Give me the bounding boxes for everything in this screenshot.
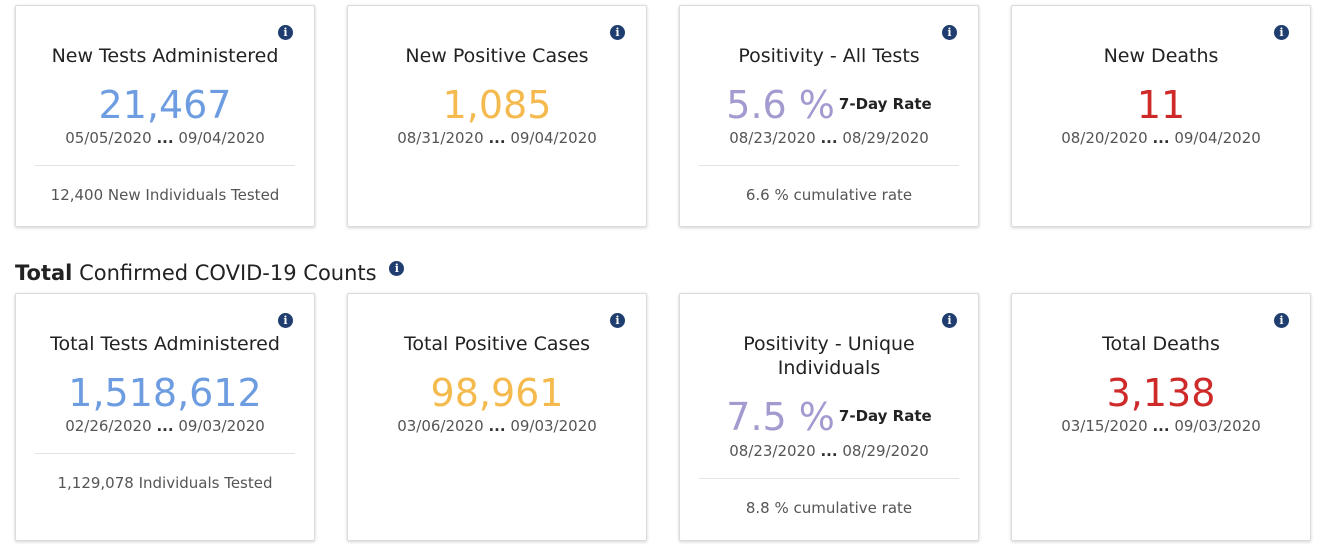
divider bbox=[35, 453, 295, 454]
range-separator: ... bbox=[156, 129, 174, 147]
section-heading-bold: Total bbox=[15, 261, 73, 285]
date-range: 05/05/2020 ... 09/04/2020 bbox=[16, 129, 314, 147]
range-start: 08/20/2020 bbox=[1061, 129, 1148, 147]
card-value: 5.6 % bbox=[726, 83, 835, 127]
range-start: 03/15/2020 bbox=[1061, 417, 1148, 435]
date-range: 08/23/2020 ... 08/29/2020 bbox=[680, 129, 978, 147]
card-footer: 12,400 New Individuals Tested bbox=[50, 186, 280, 204]
divider bbox=[35, 165, 295, 166]
card-value: 3,138 bbox=[1106, 371, 1216, 415]
info-icon[interactable]: i bbox=[610, 25, 625, 40]
info-icon[interactable]: i bbox=[1274, 313, 1289, 328]
date-range: 08/23/2020 ... 08/29/2020 bbox=[680, 442, 978, 460]
card-value: 1,085 bbox=[442, 83, 552, 127]
info-icon[interactable]: i bbox=[1274, 25, 1289, 40]
card-value: 1,518,612 bbox=[68, 371, 262, 415]
info-icon[interactable]: i bbox=[942, 313, 957, 328]
range-end: 09/03/2020 bbox=[510, 417, 597, 435]
card-title: Total Positive Cases bbox=[403, 333, 591, 355]
info-icon[interactable]: i bbox=[610, 313, 625, 328]
date-range: 08/31/2020 ... 09/04/2020 bbox=[348, 129, 646, 147]
card-footer: 8.8 % cumulative rate bbox=[745, 499, 913, 517]
new-tests-card: i New Tests Administered 21,467 05/05/20… bbox=[15, 5, 315, 227]
new-positivity-card: i Positivity - All Tests 5.6 % 7-Day Rate… bbox=[679, 5, 979, 227]
card-value: 7.5 % bbox=[726, 395, 835, 439]
date-range: 02/26/2020 ... 09/03/2020 bbox=[16, 417, 314, 435]
divider bbox=[699, 165, 959, 166]
total-tests-card: i Total Tests Administered 1,518,612 02/… bbox=[15, 293, 315, 541]
range-start: 08/23/2020 bbox=[729, 129, 816, 147]
info-icon[interactable]: i bbox=[278, 313, 293, 328]
card-title: Total Tests Administered bbox=[50, 333, 280, 355]
card-value: 98,961 bbox=[430, 371, 564, 415]
total-positivity-card: i Positivity - Unique Individuals 7.5 % 7… bbox=[679, 293, 979, 541]
range-start: 08/31/2020 bbox=[397, 129, 484, 147]
info-icon[interactable]: i bbox=[389, 261, 405, 276]
new-cases-card: i New Positive Cases 1,085 08/31/2020 ..… bbox=[347, 5, 647, 227]
range-start: 05/05/2020 bbox=[65, 129, 152, 147]
range-start: 03/06/2020 bbox=[397, 417, 484, 435]
range-end: 08/29/2020 bbox=[842, 129, 929, 147]
info-icon[interactable]: i bbox=[278, 25, 293, 40]
card-value: 21,467 bbox=[98, 83, 232, 127]
card-value-wrap: 7.5 % 7-Day Rate bbox=[680, 395, 978, 442]
range-end: 09/03/2020 bbox=[178, 417, 265, 435]
range-start: 08/23/2020 bbox=[729, 442, 816, 460]
card-footer: 1,129,078 Individuals Tested bbox=[57, 474, 273, 492]
date-range: 03/15/2020 ... 09/03/2020 bbox=[1012, 417, 1310, 435]
info-icon[interactable]: i bbox=[942, 25, 957, 40]
range-end: 09/04/2020 bbox=[178, 129, 265, 147]
range-end: 09/03/2020 bbox=[1174, 417, 1261, 435]
divider bbox=[699, 478, 959, 479]
rate-label: 7-Day Rate bbox=[838, 406, 932, 425]
new-deaths-card: i New Deaths 11 08/20/2020 ... 09/04/202… bbox=[1011, 5, 1311, 227]
section-heading-text: Confirmed COVID-19 Counts bbox=[79, 261, 377, 285]
range-separator: ... bbox=[820, 129, 838, 147]
range-separator: ... bbox=[488, 417, 506, 435]
range-separator: ... bbox=[1152, 129, 1170, 147]
card-title: New Tests Administered bbox=[51, 45, 279, 67]
card-value-wrap: 5.6 % 7-Day Rate bbox=[680, 83, 978, 130]
card-footer: 6.6 % cumulative rate bbox=[745, 186, 913, 204]
range-separator: ... bbox=[1152, 417, 1170, 435]
date-range: 03/06/2020 ... 09/03/2020 bbox=[348, 417, 646, 435]
card-title: New Deaths bbox=[1103, 45, 1219, 67]
rate-label: 7-Day Rate bbox=[838, 94, 932, 113]
range-separator: ... bbox=[156, 417, 174, 435]
card-title: New Positive Cases bbox=[405, 45, 589, 67]
card-title: Positivity - Unique Individuals bbox=[743, 333, 915, 379]
range-end: 08/29/2020 bbox=[842, 442, 929, 460]
date-range: 08/20/2020 ... 09/04/2020 bbox=[1012, 129, 1310, 147]
card-title: Positivity - All Tests bbox=[738, 45, 920, 67]
total-cases-card: i Total Positive Cases 98,961 03/06/2020… bbox=[347, 293, 647, 541]
range-separator: ... bbox=[820, 442, 838, 460]
section-heading: Total Confirmed COVID-19 Counts i bbox=[15, 259, 405, 287]
range-start: 02/26/2020 bbox=[65, 417, 152, 435]
range-end: 09/04/2020 bbox=[510, 129, 597, 147]
range-separator: ... bbox=[488, 129, 506, 147]
range-end: 09/04/2020 bbox=[1174, 129, 1261, 147]
card-title: Total Deaths bbox=[1102, 333, 1220, 355]
card-value: 11 bbox=[1136, 83, 1186, 127]
total-deaths-card: i Total Deaths 3,138 03/15/2020 ... 09/0… bbox=[1011, 293, 1311, 541]
